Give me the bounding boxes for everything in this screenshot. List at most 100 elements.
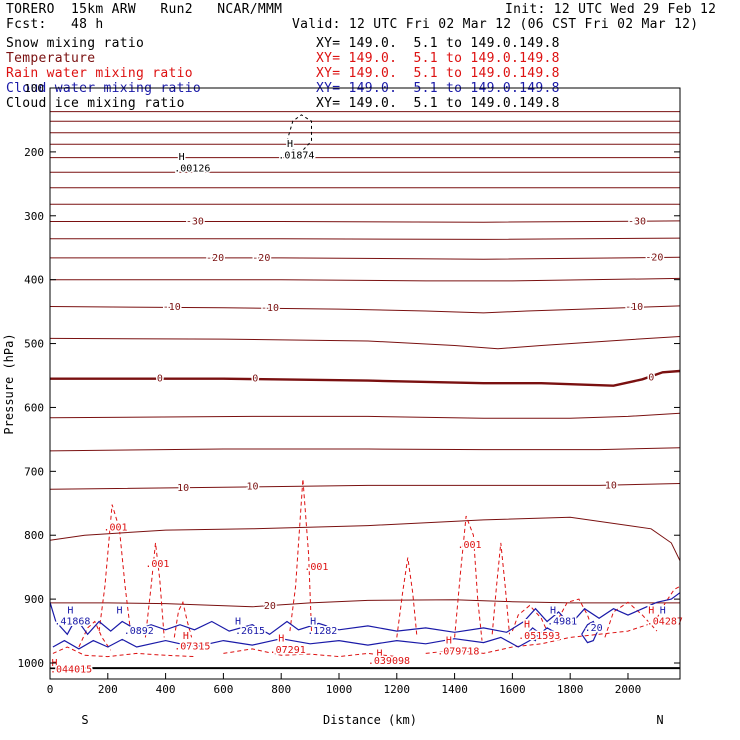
rain-label: .001 bbox=[103, 523, 127, 534]
rain-label: H bbox=[648, 606, 654, 617]
temperature-contour bbox=[49, 412, 681, 419]
temperature-label: -30 bbox=[628, 217, 646, 228]
x-tick-label: 1800 bbox=[557, 683, 584, 696]
x-tick-label: 1200 bbox=[384, 683, 411, 696]
rain-contour bbox=[289, 478, 312, 632]
cloud-water-label: H bbox=[550, 606, 556, 617]
y-tick-label: 300 bbox=[24, 210, 44, 223]
cloud-water-contour bbox=[49, 592, 681, 636]
ice-contours bbox=[286, 114, 312, 153]
y-tick-label: 900 bbox=[24, 593, 44, 606]
x-tick-label: 200 bbox=[98, 683, 118, 696]
rain-label: .001 bbox=[304, 562, 328, 573]
temperature-contour bbox=[50, 237, 681, 240]
cloud-water-contour bbox=[581, 620, 599, 644]
rain-label: H bbox=[524, 620, 530, 631]
x-tick-label: 800 bbox=[271, 683, 291, 696]
ice-contour bbox=[286, 114, 312, 153]
legend-xy-snow: XY= 149.0. 5.1 to 149.0.149.8 bbox=[316, 36, 560, 51]
rain-label: .001 bbox=[145, 559, 169, 570]
y-tick-label: 500 bbox=[24, 338, 44, 351]
temperature-contour bbox=[49, 447, 681, 452]
temperature-contour bbox=[50, 599, 680, 608]
temperature-contour bbox=[49, 516, 681, 562]
y-tick-label: 200 bbox=[24, 146, 44, 159]
contour-labels: -30 -30-20 -20 -20-10 -10 -100 0 010 10 1020H.001… bbox=[49, 138, 685, 677]
legend-xy-rain: XY= 149.0. 5.1 to 149.0.149.8 bbox=[316, 66, 560, 81]
rain-contour bbox=[52, 646, 195, 658]
y-tick-label: 400 bbox=[24, 274, 44, 287]
axes: 0 200 400 600 800 1000 1200 1400 1600 1800 2000100… bbox=[18, 82, 680, 696]
temperature-label: 10 bbox=[247, 482, 259, 493]
cloud-water-label: .4981 bbox=[547, 616, 577, 627]
temperature-contour bbox=[49, 483, 681, 490]
x-tick-label: 1400 bbox=[441, 683, 468, 696]
temperature-label: -10 bbox=[163, 302, 181, 313]
model-title: TORERO 15km ARW Run2 NCAR/MMM bbox=[6, 2, 283, 17]
rain-label: H bbox=[278, 634, 284, 645]
y-tick-label: 600 bbox=[24, 401, 44, 414]
ice-label: H bbox=[287, 139, 293, 150]
temperature-label: -20 bbox=[645, 252, 663, 263]
forecast-hour: Fcst: 48 h bbox=[6, 17, 104, 32]
x-axis-title: Distance (km) bbox=[323, 713, 417, 727]
rain-label: .07291 bbox=[270, 645, 306, 656]
temperature-label: -30 bbox=[186, 217, 204, 228]
temperature-label: 10 bbox=[605, 480, 617, 491]
rain-label: .044015 bbox=[50, 664, 92, 675]
temperature-contours bbox=[49, 111, 681, 608]
rain-contour bbox=[425, 617, 681, 654]
valid-time: Valid: 12 UTC Fri 02 Mar 12 (06 CST Fri … bbox=[292, 17, 699, 32]
rain-contour bbox=[173, 600, 193, 638]
rain-contour bbox=[454, 515, 483, 641]
temperature-label: -20 bbox=[252, 253, 270, 264]
ice-label: .00126 bbox=[174, 164, 210, 175]
y-tick-label: 1000 bbox=[18, 657, 45, 670]
temperature-contour bbox=[50, 369, 681, 387]
cloud-water-contour bbox=[52, 627, 559, 650]
legend-name-ice: Cloud ice mixing ratio bbox=[6, 96, 185, 111]
x-tick-label: 400 bbox=[156, 683, 176, 696]
x-tick-label: 1000 bbox=[326, 683, 353, 696]
ice-label: H bbox=[179, 152, 185, 163]
rain-contours bbox=[52, 478, 681, 658]
rain-label: .079718 bbox=[437, 647, 479, 658]
x-tick-label: 600 bbox=[213, 683, 233, 696]
rain-label: .001 bbox=[457, 540, 481, 551]
temperature-label: -10 bbox=[261, 303, 279, 314]
legend-xy-ice: XY= 149.0. 5.1 to 149.0.149.8 bbox=[316, 96, 560, 111]
rain-contour bbox=[656, 585, 681, 619]
temperature-contour bbox=[50, 277, 681, 282]
temperature-contour bbox=[50, 256, 681, 260]
cloud-water-label: H bbox=[116, 606, 122, 617]
ice-label: .01874 bbox=[278, 151, 314, 162]
rain-label: .039098 bbox=[368, 656, 410, 667]
north-end-label: N bbox=[656, 713, 663, 727]
temperature-label: -20 bbox=[206, 253, 224, 264]
rain-contour bbox=[511, 604, 551, 638]
legend-name-rain: Rain water mixing ratio bbox=[6, 66, 193, 81]
rain-contour bbox=[223, 648, 397, 658]
rain-label: .07315 bbox=[174, 641, 210, 652]
temperature-label: 10 bbox=[177, 483, 189, 494]
cloud-water-contours bbox=[49, 592, 681, 650]
temperature-label: 0 bbox=[252, 374, 258, 385]
legend-name-snow: Snow mixing ratio bbox=[6, 36, 145, 51]
temperature-label: -10 bbox=[625, 302, 643, 313]
x-tick-label: 2000 bbox=[615, 683, 642, 696]
rain-contour bbox=[491, 542, 510, 635]
cloud-water-label: .1282 bbox=[307, 626, 337, 637]
south-end-label: S bbox=[81, 713, 88, 727]
y-tick-label: 700 bbox=[24, 465, 44, 478]
rain-contour bbox=[558, 598, 594, 632]
rain-contour bbox=[604, 601, 658, 638]
cloud-water-label: H bbox=[660, 606, 666, 617]
rain-label: H bbox=[377, 648, 383, 659]
cloud-water-label: .0892 bbox=[124, 626, 154, 637]
cloud-water-label: .41868 bbox=[54, 616, 90, 627]
plot-frame bbox=[49, 87, 681, 680]
cloud-water-label: .2615 bbox=[235, 626, 265, 637]
cloud-water-contour bbox=[526, 627, 540, 642]
rain-contour bbox=[78, 620, 112, 651]
